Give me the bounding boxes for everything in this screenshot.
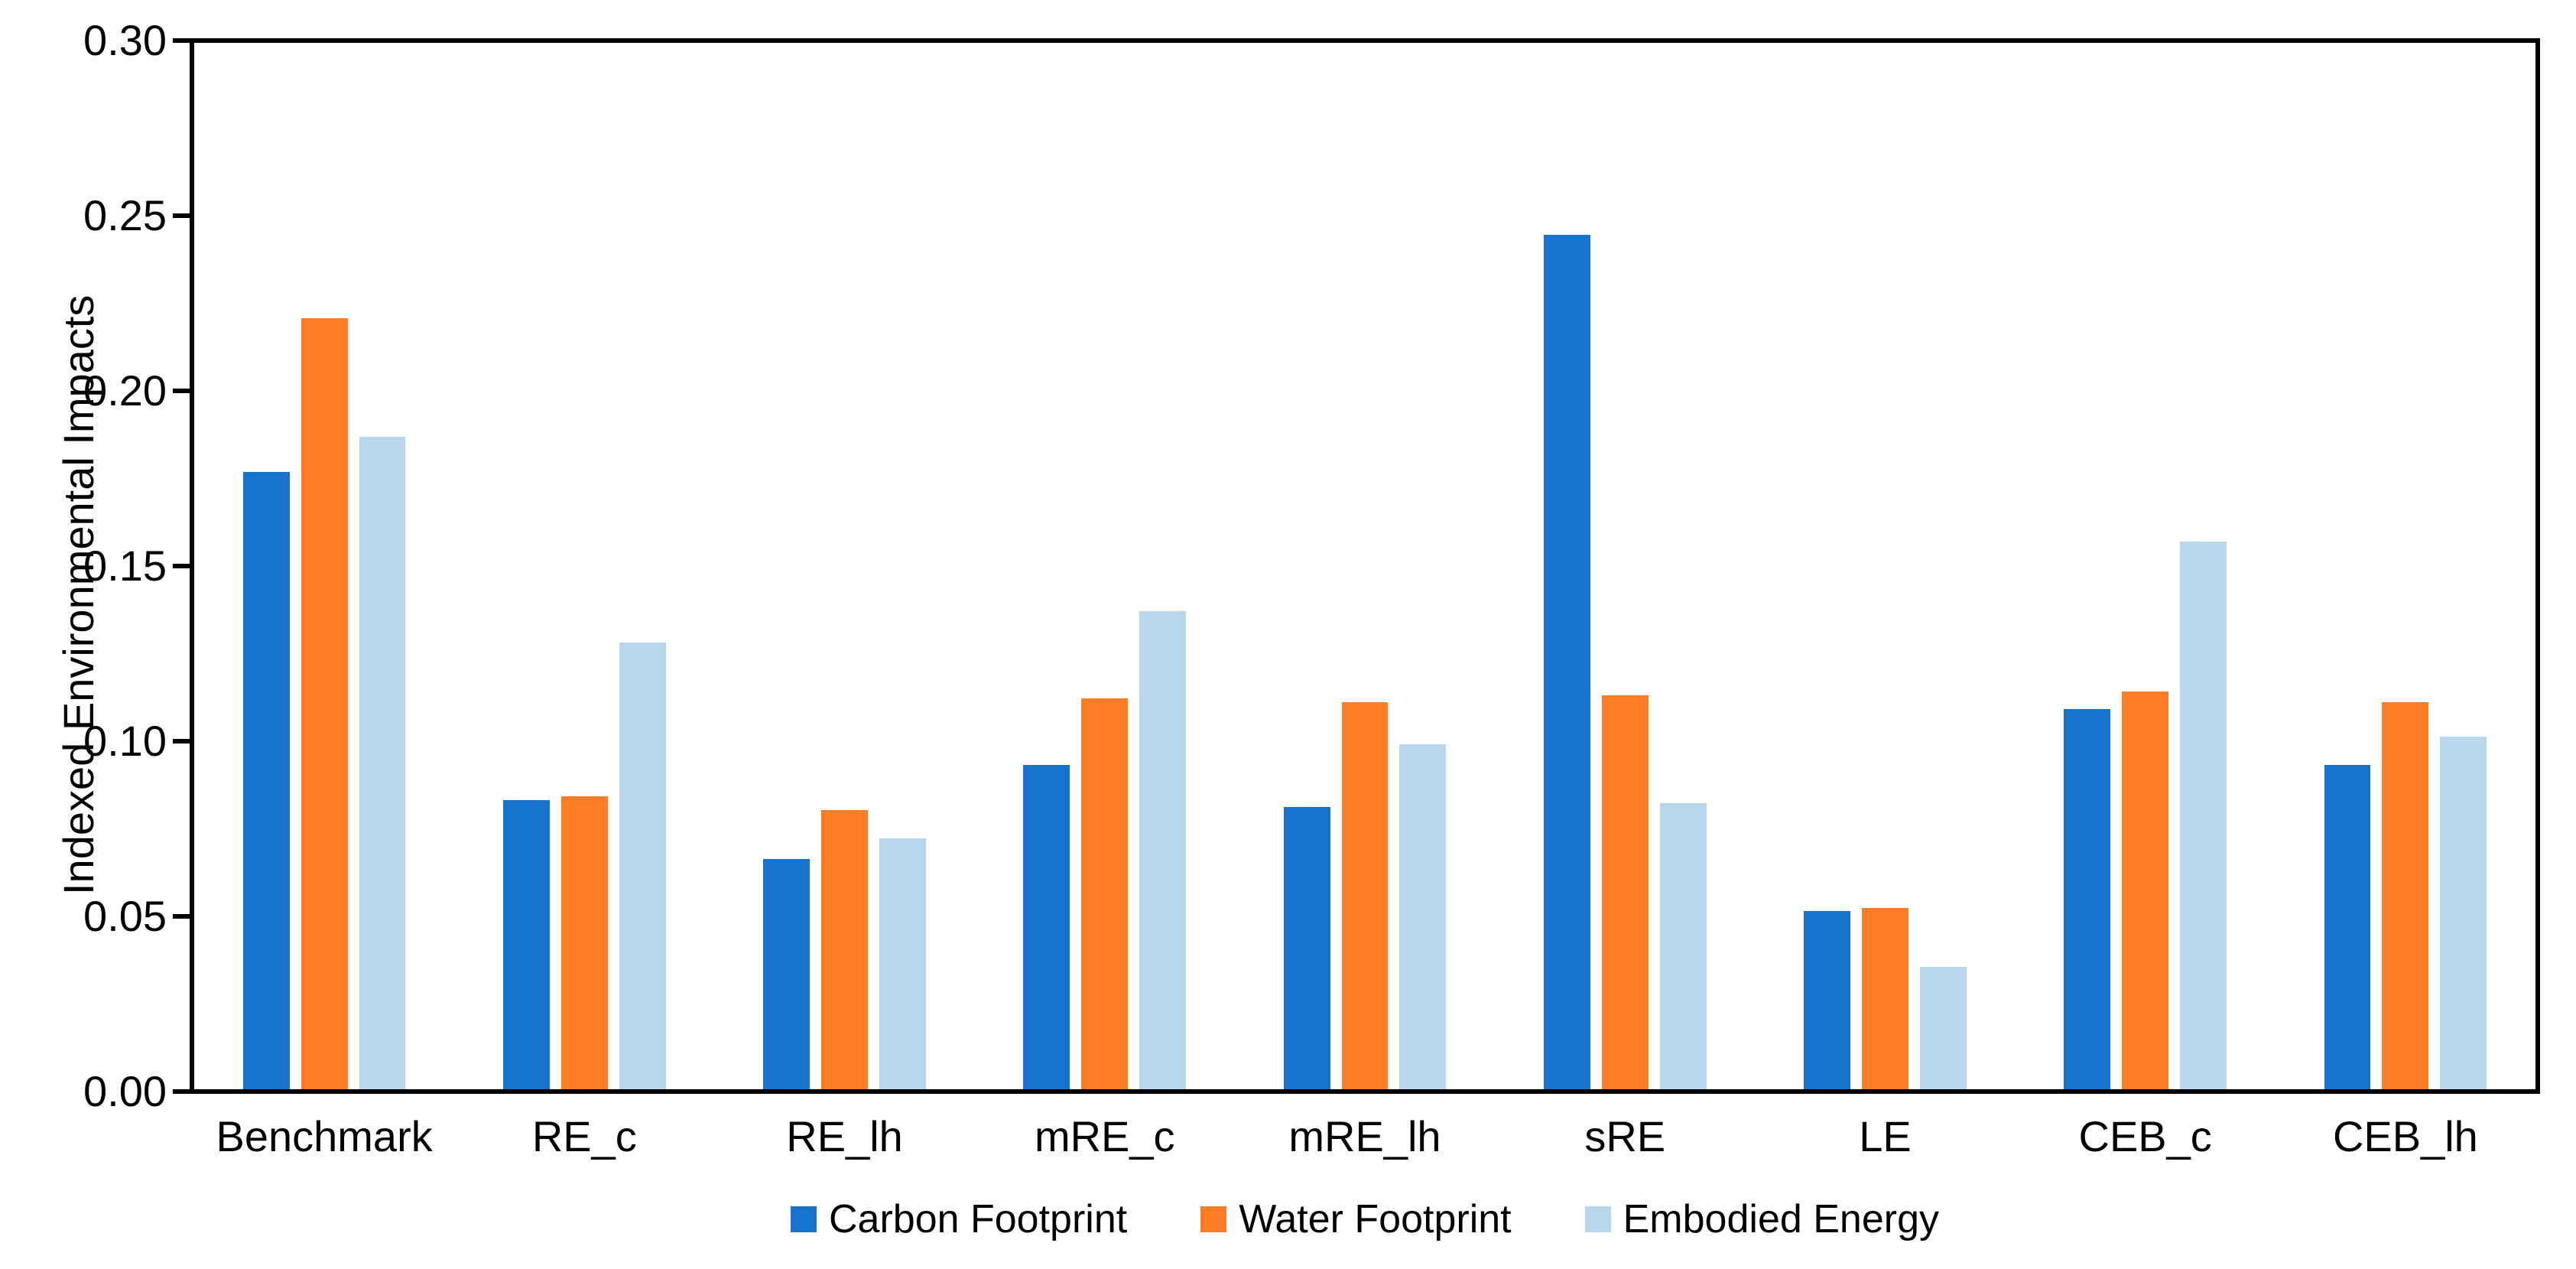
y-tick-mark (173, 1089, 190, 1094)
bar-RE_c-carbon-footprint (503, 799, 550, 1089)
bar-mRE_lh-water-footprint (1341, 701, 1389, 1089)
legend-label: Water Footprint (1239, 1197, 1512, 1241)
bar-LE-water-footprint (1861, 907, 1908, 1089)
y-tick-label: 0.30 (83, 16, 167, 64)
y-tick-label: 0.10 (83, 717, 167, 765)
y-tick-label: 0.20 (83, 366, 167, 415)
x-tick-label-mRE_c: mRE_c (1034, 1112, 1175, 1160)
y-tick-mark (173, 38, 190, 43)
legend-item-carbon-footprint: Carbon Footprint (791, 1199, 1127, 1239)
y-tick-mark (173, 564, 190, 568)
x-tick-label-RE_lh: RE_lh (786, 1112, 903, 1160)
y-tick-label: 0.05 (83, 892, 167, 940)
x-tick-label-CEB_c: CEB_c (2078, 1112, 2212, 1160)
bar-CEB_c-carbon-footprint (2064, 708, 2111, 1089)
bar-Benchmark-embodied-energy (359, 437, 406, 1089)
bar-RE_lh-embodied-energy (879, 838, 926, 1089)
bar-RE_lh-water-footprint (821, 810, 868, 1089)
legend-item-embodied-energy: Embodied Energy (1584, 1197, 1939, 1241)
bar-LE-carbon-footprint (1804, 911, 1851, 1089)
y-tick-mark (173, 739, 190, 744)
legend-swatch-icon (1200, 1206, 1227, 1232)
x-tick-label-LE: LE (1859, 1112, 1912, 1160)
bar-mRE_c-embodied-energy (1139, 611, 1187, 1089)
bar-mRE_c-carbon-footprint (1023, 764, 1070, 1089)
bar-sRE-water-footprint (1601, 695, 1649, 1089)
bar-mRE_c-water-footprint (1081, 698, 1129, 1089)
plot-area (190, 38, 2540, 1094)
bar-CEB_c-water-footprint (2122, 691, 2169, 1089)
y-tick-mark (173, 213, 190, 218)
y-tick-label: 0.15 (83, 542, 167, 590)
y-tick-label: 0.25 (83, 191, 167, 239)
x-tick-label-mRE_lh: mRE_lh (1288, 1112, 1441, 1160)
bar-CEB_c-embodied-energy (2180, 542, 2227, 1089)
bar-sRE-embodied-energy (1659, 803, 1707, 1089)
bar-RE_lh-carbon-footprint (763, 859, 810, 1089)
bar-Benchmark-carbon-footprint (242, 471, 290, 1089)
legend-label: Carbon Footprint (829, 1197, 1128, 1241)
legend: Carbon Footprint Water Footprint Embodied … (190, 1199, 2540, 1239)
bar-mRE_lh-embodied-energy (1399, 744, 1447, 1089)
bar-CEB_lh-carbon-footprint (2324, 764, 2371, 1089)
legend-swatch-icon (1584, 1206, 1611, 1232)
legend-item-water-footprint: Water Footprint (1200, 1197, 1512, 1241)
x-tick-label-sRE: sRE (1584, 1112, 1666, 1160)
bar-RE_c-water-footprint (560, 796, 608, 1089)
bar-sRE-carbon-footprint (1543, 234, 1590, 1089)
x-tick-label-RE_c: RE_c (531, 1112, 637, 1160)
bar-LE-embodied-energy (1919, 967, 1967, 1089)
x-tick-label-Benchmark: Benchmark (216, 1112, 433, 1160)
legend-label: Embodied Energy (1623, 1197, 1939, 1241)
bar-Benchmark-water-footprint (300, 318, 348, 1089)
y-tick-mark (173, 389, 190, 393)
bar-RE_c-embodied-energy (619, 643, 666, 1089)
x-tick-label-CEB_lh: CEB_lh (2332, 1112, 2478, 1160)
y-tick-mark (173, 914, 190, 919)
bar-mRE_lh-carbon-footprint (1283, 806, 1330, 1089)
legend-swatch-icon (791, 1206, 817, 1232)
y-tick-label: 0.00 (83, 1067, 167, 1115)
bar-CEB_lh-embodied-energy (2440, 737, 2487, 1089)
bar-CEB_lh-water-footprint (2382, 701, 2429, 1089)
